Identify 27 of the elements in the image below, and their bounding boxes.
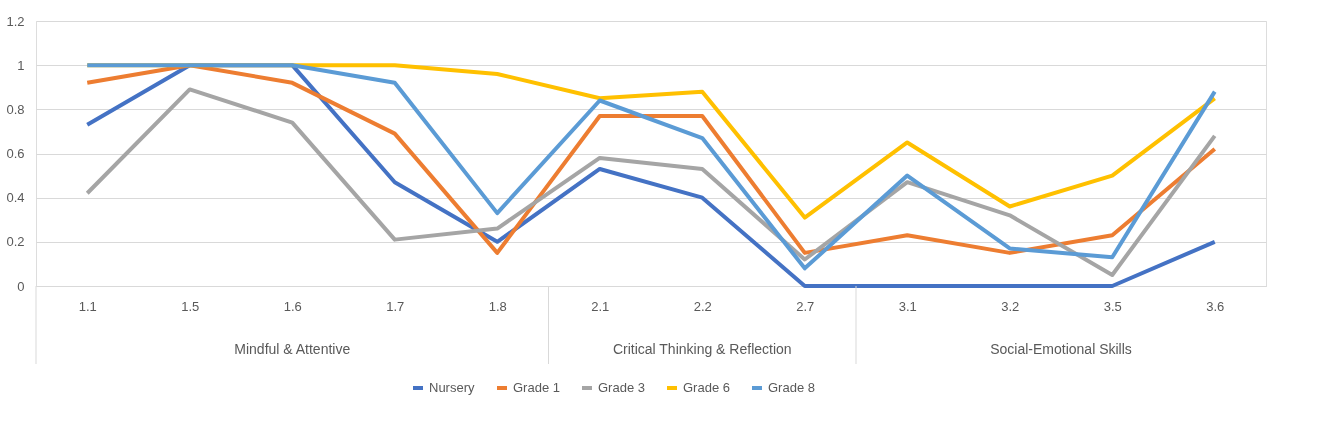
y-tick-label: 0.2 [6, 234, 25, 250]
x-tick-label: 1.7 [386, 298, 405, 314]
x-tick-label: 3.2 [1001, 298, 1020, 314]
y-tick-label: 0 [17, 278, 25, 294]
text: Social-Emotional Skills [990, 341, 1132, 357]
legend-label: Nursery [429, 380, 476, 395]
y-tick-label: 0.8 [6, 101, 25, 117]
y-tick-label: 0.4 [6, 190, 25, 206]
x-tick-label: 3.1 [898, 298, 917, 314]
legend-label: Grade 6 [683, 380, 730, 395]
x-tick-label: 3.6 [1206, 298, 1225, 314]
x-tick-label: 3.5 [1103, 298, 1122, 314]
text: Critical Thinking & Reflection [612, 341, 792, 357]
text: Mindful & Attentive [234, 341, 351, 357]
x-tick-label: 2.1 [591, 298, 610, 314]
x-tick-label: 1.1 [78, 298, 97, 314]
x-tick-label: 1.6 [283, 298, 302, 314]
legend-label: Grade 8 [768, 380, 815, 395]
legend-label: Grade 1 [513, 380, 560, 395]
y-tick-label: 0.6 [6, 146, 25, 161]
x-tick-label: 2.7 [796, 298, 815, 314]
y-tick-label: 1 [17, 57, 25, 73]
x-tick-label: 1.8 [488, 298, 507, 314]
x-tick-label: 1.5 [181, 298, 200, 314]
y-tick-label: 1.2 [6, 13, 25, 29]
legend-label: Grade 3 [598, 380, 645, 395]
x-tick-label: 2.2 [693, 298, 712, 314]
